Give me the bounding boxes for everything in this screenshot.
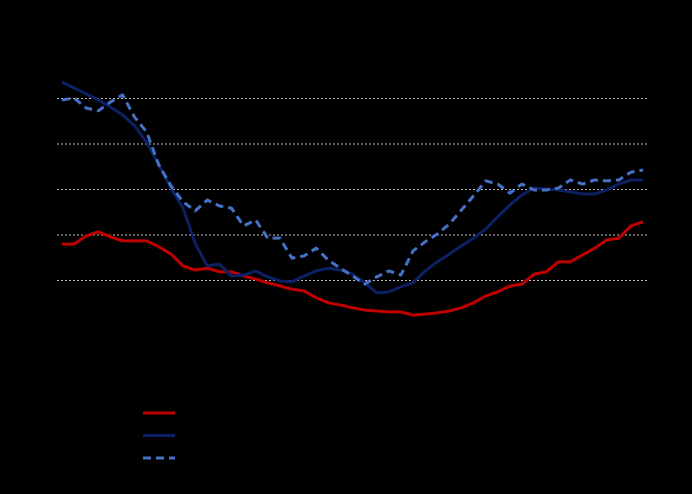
series-line [62,220,644,317]
series-line [61,93,644,286]
